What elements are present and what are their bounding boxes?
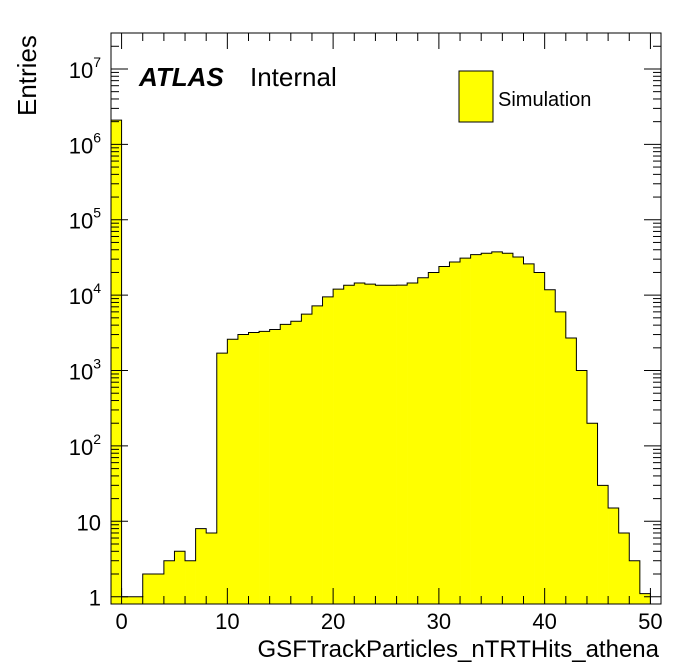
histogram-bin [534,272,545,604]
legend-label-simulation: Simulation [498,89,591,111]
x-tick-label: 10 [215,609,239,634]
histogram-bin [407,282,419,604]
y-tick-label: 106 [69,129,101,158]
x-axis-title: GSFTrackParticles_nTRTHits_athena [258,636,660,663]
histogram-bin [185,560,196,604]
plot-frame [110,32,662,605]
histogram-bin [460,258,471,604]
histogram-bin [354,282,366,604]
histogram-bin [132,596,144,604]
y-axis-title: Entries [12,35,42,116]
histogram-bin [512,257,524,604]
histogram-bin [311,305,323,604]
histogram-bin [237,334,249,604]
histogram-bin [639,593,651,604]
y-tick-label: 102 [69,431,101,460]
y-tick-label: 103 [69,356,101,385]
histogram-bin [428,272,440,604]
histogram-layer [110,119,661,605]
histogram-bin [470,254,482,604]
histogram-bin [206,532,218,604]
histogram-bin [449,262,461,604]
y-tick-label: 1 [89,586,101,611]
histogram-bin [629,560,641,604]
y-tick-label: 10 [77,510,101,535]
histogram-bin [301,314,313,604]
histogram-bin [248,332,260,604]
atlas-label: ATLAS [138,62,224,92]
histogram-bin [375,285,387,604]
histogram-bin [586,423,598,604]
internal-label: Internal [250,62,337,92]
histogram-bin [174,551,186,604]
histogram-bin [523,263,535,604]
y-tick-labels: 1 10 102 103 104 105 106 107 [69,54,101,611]
histogram-outline [110,119,661,605]
histogram-bin [608,508,619,604]
histogram-bin [216,353,228,604]
y-tick-label: 107 [69,54,101,83]
histogram-bin [396,285,408,604]
histogram-bin [364,284,376,604]
histogram-bin [576,370,588,604]
histogram-bin [343,285,355,604]
histogram-bin [111,120,122,604]
histogram-bin [121,596,133,604]
histogram-bin [153,573,165,604]
histogram-bin [597,485,609,604]
y-tick-label: 104 [69,280,101,309]
legend: Simulation [458,70,591,123]
x-tick-label: 40 [532,609,556,634]
y-tick-label: 105 [69,205,101,234]
histogram-bin [544,289,556,604]
histogram-bin [618,532,630,604]
x-tick-label: 0 [115,609,127,634]
x-tick-label: 50 [638,609,662,634]
histogram-bin [280,324,292,604]
histogram-bin [565,338,577,604]
histogram-bin [322,296,334,604]
histogram-bin [227,339,239,604]
histogram-bin [290,321,302,604]
histogram-bin [438,266,450,604]
histogram-bin [555,311,567,604]
axis-ticks [111,32,661,604]
x-tick-label: 20 [321,609,345,634]
histogram-bin [386,285,397,604]
histogram-bin [333,289,344,604]
histogram-bin [195,528,207,604]
legend-swatch-simulation [458,70,494,123]
histogram-bin [417,277,429,604]
histogram-bin [502,253,514,605]
x-tick-label: 30 [427,609,451,634]
x-tick-labels: 0 10 20 30 40 50 [115,609,662,634]
histogram-bin [163,560,175,604]
histogram-bin [259,331,270,604]
histogram-bin [481,253,493,605]
histogram-bin [491,251,503,604]
histogram-bin [269,329,281,604]
histogram-bin [142,573,154,604]
